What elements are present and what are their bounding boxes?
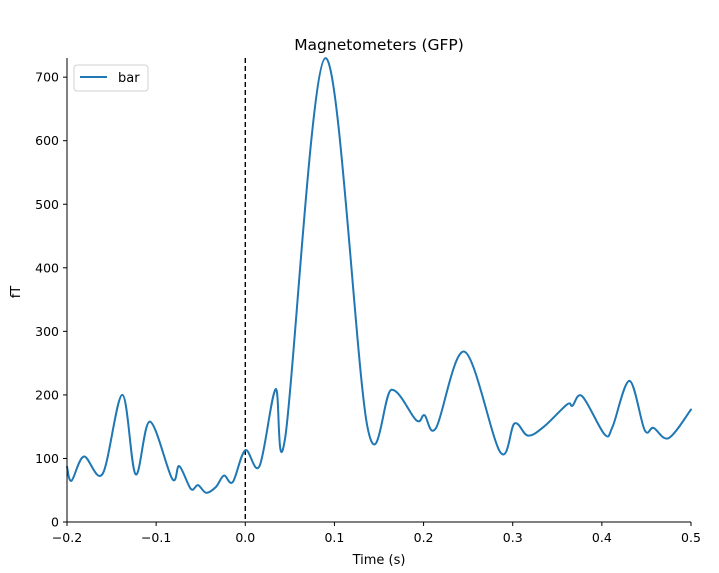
x-tick-label: 0.4 (592, 530, 612, 545)
x-tick-label: −0.1 (141, 530, 171, 545)
y-tick-label: 700 (35, 70, 59, 85)
chart-title: Magnetometers (GFP) (294, 36, 464, 54)
y-tick-label: 500 (35, 197, 59, 212)
y-tick-label: 200 (35, 387, 59, 402)
y-tick-label: 0 (51, 515, 59, 530)
x-tick-label: 0.3 (503, 530, 523, 545)
y-axis-label: fT (9, 286, 24, 299)
legend: bar (73, 64, 149, 92)
x-tick-label: 0.1 (324, 530, 344, 545)
y-tick-label: 400 (35, 260, 59, 275)
x-tick-label: 0.5 (681, 530, 701, 545)
x-axis: −0.2 −0.1 0.0 0.1 0.2 0.3 0.4 0.5 (52, 521, 701, 545)
gfp-series-line (66, 57, 692, 494)
x-tick-label: −0.2 (52, 530, 82, 545)
x-tick-label: 0.2 (414, 530, 434, 545)
plot-area (66, 57, 692, 522)
y-tick-label: 100 (35, 451, 59, 466)
legend-frame (73, 64, 149, 92)
y-tick-label: 600 (35, 133, 59, 148)
x-axis-label: Time (s) (352, 553, 406, 568)
legend-label-bar: bar (118, 71, 140, 86)
x-tick-label: 0.0 (235, 530, 255, 545)
y-axis: 0 100 200 300 400 500 600 700 (35, 58, 68, 530)
y-tick-label: 300 (35, 324, 59, 339)
